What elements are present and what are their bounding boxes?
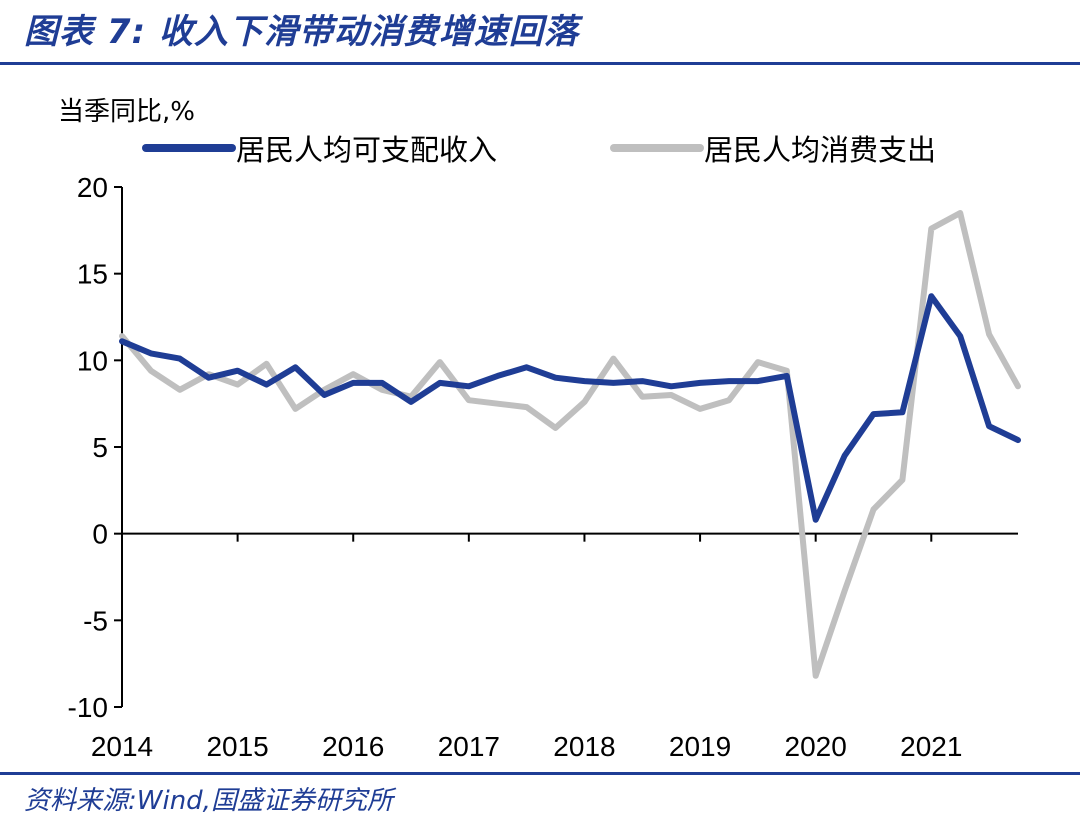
x-tick-label: 2020	[785, 731, 847, 762]
y-tick-label: 10	[77, 345, 108, 376]
legend: 居民人均可支配收入 居民人均消费支出	[142, 133, 936, 167]
y-tick-label: 5	[92, 432, 108, 463]
y-tick-label: 0	[92, 519, 108, 550]
y-tick-label: 20	[77, 172, 108, 203]
x-tick-label: 2014	[91, 731, 153, 762]
footer-rule	[0, 772, 1080, 775]
x-tick-label: 2015	[206, 731, 268, 762]
x-tick-label: 2017	[438, 731, 500, 762]
x-tick-label: 2018	[553, 731, 615, 762]
source-note: 资料来源:Wind,国盛证券研究所	[24, 786, 393, 816]
y-axis-unit-label: 当季同比,%	[58, 97, 195, 127]
x-tick-label: 2019	[669, 731, 731, 762]
legend-label-consumption: 居民人均消费支出	[704, 133, 936, 167]
legend-label-income: 居民人均可支配收入	[236, 133, 497, 167]
series-layer	[119, 210, 1021, 679]
figure-title: 图表 7: 收入下滑带动消费增速回落	[24, 12, 579, 52]
series-line-consumption	[119, 210, 1021, 679]
y-tick-label: -5	[83, 605, 108, 636]
y-tick-label: -10	[68, 692, 108, 723]
x-tick-label: 2016	[322, 731, 384, 762]
series-line-income	[119, 293, 1021, 523]
x-tick-label: 2021	[900, 731, 962, 762]
header-rule	[0, 62, 1080, 65]
y-tick-label: 15	[77, 259, 108, 290]
